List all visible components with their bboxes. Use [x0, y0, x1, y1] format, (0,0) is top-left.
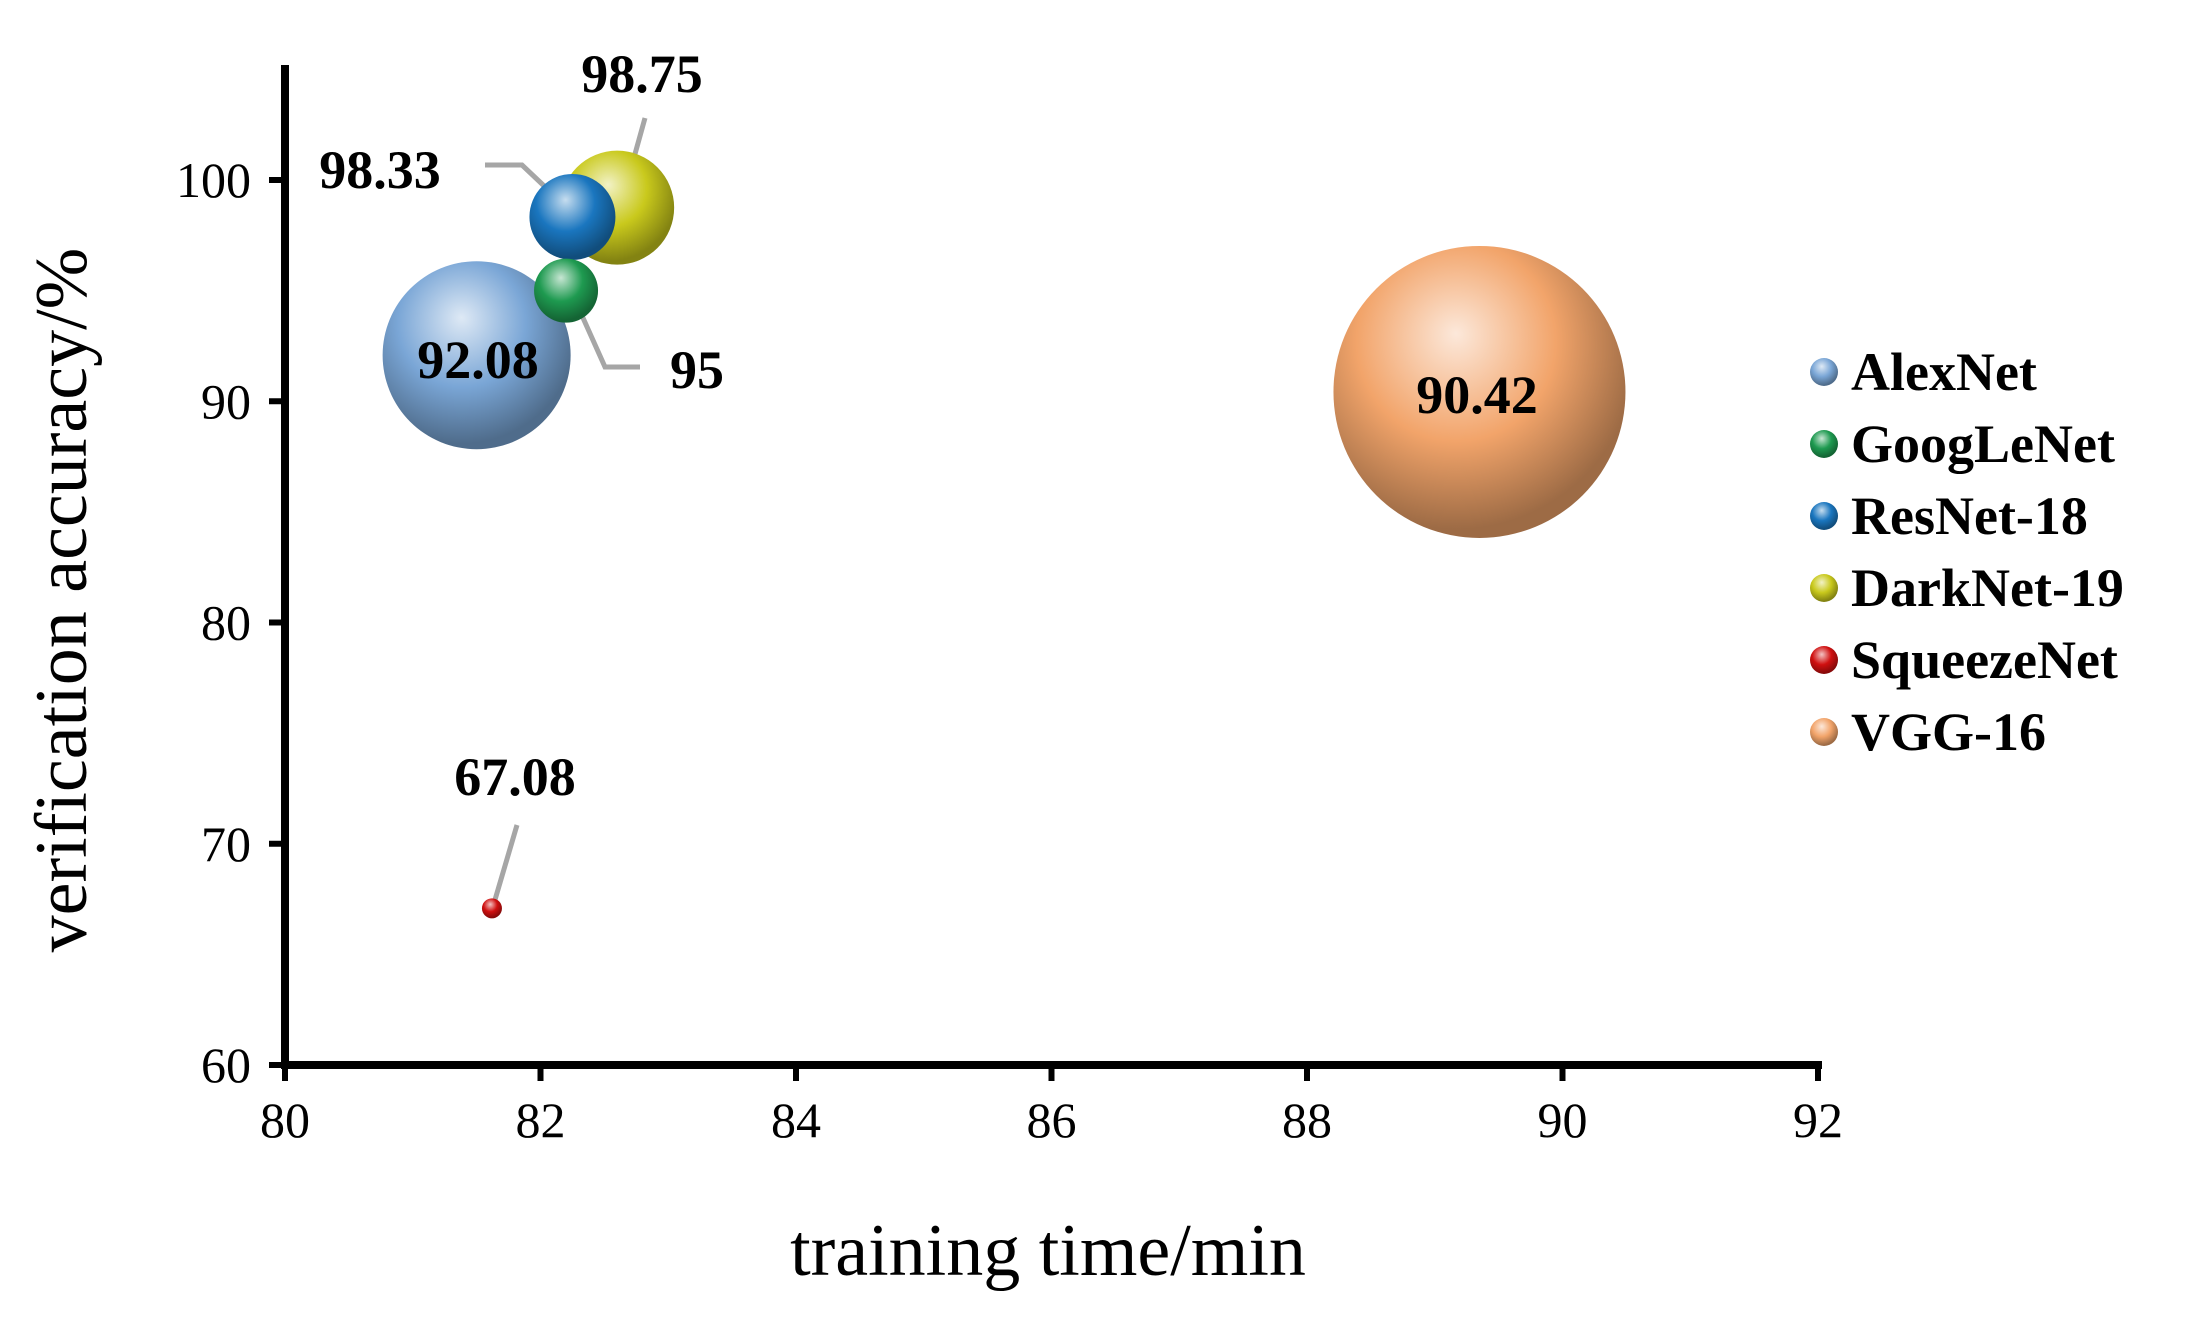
legend-item: AlexNet — [1810, 342, 2037, 402]
x-tick-label: 84 — [771, 1092, 821, 1148]
bubble-googlenet — [534, 258, 599, 323]
y-tick-label: 60 — [201, 1037, 251, 1093]
data-label-googlenet: 95 — [670, 340, 724, 400]
bubble-alexnet — [382, 261, 571, 450]
legend: AlexNet GoogLeNet ResNet-18 DarkNet-19 Squee… — [1810, 342, 2124, 762]
bubble-squeezenet — [481, 898, 502, 919]
legend-marker — [1810, 574, 1838, 602]
data-labels: 92.08 95 98.33 98.75 67.08 90.42 — [319, 44, 1538, 807]
legend-label: GoogLeNet — [1851, 414, 2115, 474]
x-tick-label: 88 — [1282, 1092, 1332, 1148]
legend-item: DarkNet-19 — [1810, 558, 2124, 618]
leader-line — [489, 824, 520, 911]
data-label-darknet-19: 98.75 — [581, 44, 703, 104]
x-axis-title: training time/min — [790, 1210, 1306, 1292]
data-label-squeezenet: 67.08 — [454, 747, 576, 807]
x-tick-label: 80 — [260, 1092, 310, 1148]
leader-line — [572, 298, 640, 370]
x-tick-label: 86 — [1027, 1092, 1077, 1148]
legend-item: VGG-16 — [1810, 702, 2046, 762]
y-tick-label: 90 — [201, 373, 251, 429]
legend-label: ResNet-18 — [1851, 486, 2088, 546]
y-tick-label: 100 — [176, 152, 251, 208]
legend-marker — [1810, 358, 1838, 386]
axes: 80 82 84 86 88 90 92 60 70 80 90 100 — [176, 65, 1843, 1148]
data-label-resnet-18: 98.33 — [319, 140, 441, 200]
data-label-vgg-16: 90.42 — [1416, 365, 1538, 425]
x-tick-label: 90 — [1538, 1092, 1588, 1148]
legend-item: ResNet-18 — [1810, 486, 2088, 546]
legend-label: AlexNet — [1851, 342, 2037, 402]
bubble-vgg-16 — [1333, 245, 1626, 538]
legend-label: SqueezeNet — [1851, 630, 2118, 690]
y-tick-label: 80 — [201, 595, 251, 651]
y-tick-label: 70 — [201, 816, 251, 872]
legend-label: VGG-16 — [1851, 702, 2046, 762]
x-tick-label: 82 — [516, 1092, 566, 1148]
bubbles — [382, 150, 1626, 919]
legend-marker — [1810, 502, 1838, 530]
legend-marker — [1810, 718, 1838, 746]
legend-item: SqueezeNet — [1810, 630, 2118, 690]
legend-marker — [1810, 430, 1838, 458]
data-label-alexnet: 92.08 — [417, 330, 539, 390]
legend-marker — [1810, 646, 1838, 674]
legend-item: GoogLeNet — [1810, 414, 2115, 474]
bubble-resnet-18 — [529, 173, 616, 260]
legend-label: DarkNet-19 — [1851, 558, 2124, 618]
x-tick-label: 92 — [1793, 1092, 1843, 1148]
y-axis-title: verification accuracy/% — [21, 248, 103, 953]
